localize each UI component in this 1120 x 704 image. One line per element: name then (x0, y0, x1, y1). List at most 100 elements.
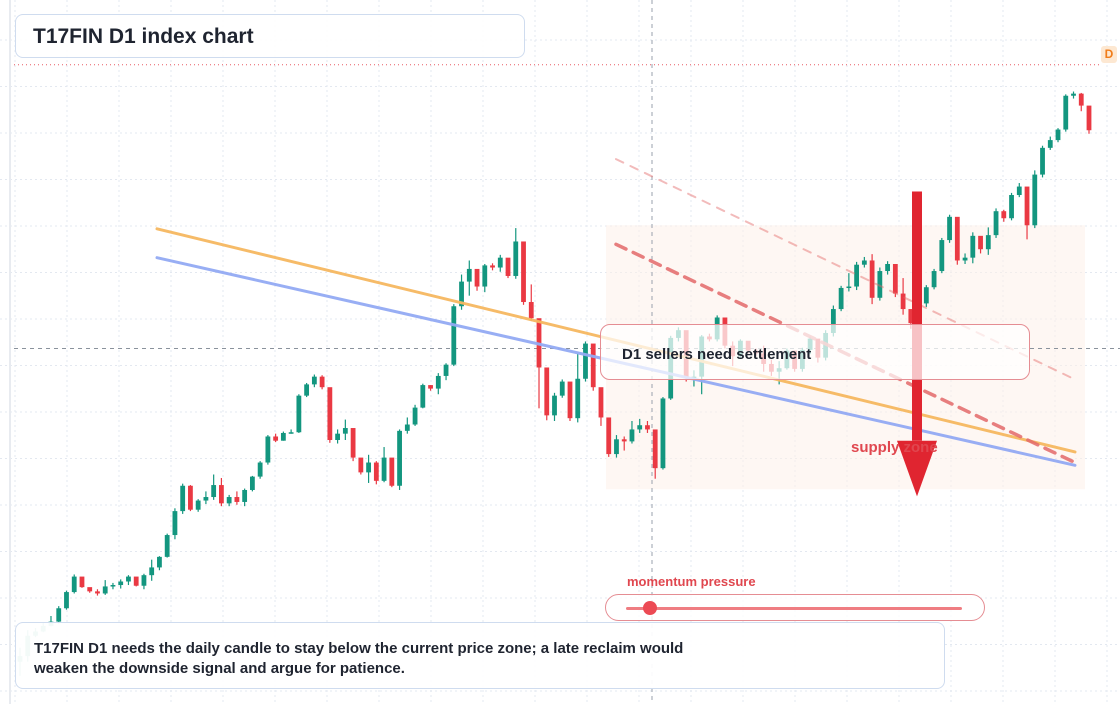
candle (854, 261, 860, 291)
candle (404, 417, 410, 434)
candle (319, 375, 325, 390)
momentum-knob (642, 601, 657, 615)
candle-body (1047, 140, 1053, 148)
candle-body (1032, 174, 1038, 226)
candle-body (280, 432, 286, 441)
candle (110, 582, 116, 590)
candle-body (629, 429, 635, 442)
candle (412, 404, 418, 426)
candle-body (846, 286, 852, 289)
candle-body (606, 417, 612, 455)
candle (838, 285, 844, 312)
candle (947, 214, 952, 243)
candle-body (939, 240, 945, 272)
candle-body (366, 462, 371, 473)
candle-body (157, 556, 162, 568)
candle (288, 429, 294, 434)
candle-body (892, 264, 898, 294)
candle-body (87, 587, 93, 592)
candle-body (435, 375, 441, 389)
candle-body (923, 287, 929, 304)
candle-body (443, 364, 449, 376)
candle (1016, 183, 1022, 198)
candle (71, 574, 77, 594)
candle-body (397, 430, 402, 486)
candle (149, 559, 155, 581)
candle-body (64, 592, 69, 609)
candle-body (1078, 93, 1084, 106)
candle (559, 379, 565, 398)
candle (335, 429, 341, 444)
candle-body (637, 425, 643, 430)
candle (939, 237, 945, 274)
candle-body (931, 271, 937, 288)
candle (931, 268, 937, 290)
candle-body (164, 535, 170, 557)
candle (79, 576, 85, 588)
candle (1009, 192, 1014, 221)
candle (954, 216, 960, 265)
candle-body (265, 436, 271, 463)
candle (180, 483, 186, 514)
candle (428, 385, 433, 391)
candle (869, 254, 875, 305)
down-arrow-icon (897, 191, 937, 497)
candle-body (56, 608, 62, 622)
candle (567, 381, 573, 421)
candle-body (1055, 129, 1061, 141)
candle (443, 363, 449, 381)
candle-body (118, 581, 124, 586)
candle (164, 533, 170, 558)
candle (598, 387, 604, 426)
candle (544, 367, 550, 421)
candle (621, 436, 627, 451)
candle (629, 420, 635, 444)
candle (583, 341, 588, 382)
candle-body (466, 268, 472, 282)
candle-body (1040, 147, 1045, 175)
candle-body (970, 235, 976, 258)
candle-body (1086, 105, 1092, 131)
candle-body (102, 586, 108, 594)
candle-body (211, 485, 217, 498)
candle (234, 491, 240, 505)
candle-body (226, 497, 232, 504)
candle-body (621, 439, 627, 442)
candle (56, 606, 62, 624)
candle-body (133, 576, 139, 586)
candle-body (1009, 195, 1014, 219)
candle (1086, 105, 1092, 134)
candle (505, 257, 511, 279)
candle-body (614, 439, 619, 455)
candle (1078, 92, 1084, 112)
candle (242, 488, 248, 507)
candle-body (962, 257, 968, 261)
candle-body (319, 376, 325, 388)
candle (188, 485, 193, 512)
candle-body (954, 216, 960, 261)
momentum-gauge (605, 594, 985, 621)
candle (389, 457, 395, 488)
candle-body (381, 457, 387, 481)
candle (962, 253, 968, 264)
momentum-bar (626, 607, 962, 610)
candle (575, 353, 581, 423)
candle-body (71, 576, 77, 593)
candle (892, 264, 898, 298)
timeframe-badge[interactable]: D (1101, 46, 1117, 63)
candle (528, 284, 534, 322)
candle-body (947, 216, 952, 241)
candle (900, 278, 906, 315)
candle-body (195, 500, 201, 510)
candle-body (219, 485, 224, 504)
candle-body (575, 378, 581, 419)
candle (985, 227, 991, 255)
candle-body (1071, 93, 1076, 96)
candle (172, 508, 178, 540)
note-line-2: weaken the downside signal and argue for… (34, 660, 405, 677)
candle-body (373, 462, 379, 481)
candle (358, 457, 364, 475)
candle-body (428, 385, 433, 389)
candle-body (474, 268, 480, 287)
candle-body (242, 489, 248, 502)
